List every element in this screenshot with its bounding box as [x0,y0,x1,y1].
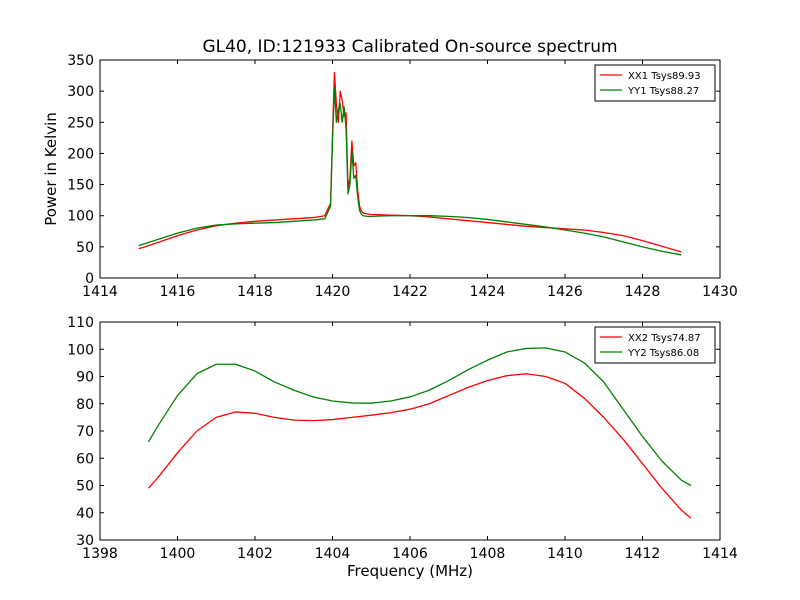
x-tick-label: 1414 [702,546,738,562]
y-tick-label: 350 [67,53,94,69]
y-tick-label: 200 [67,146,94,162]
legend-box [594,326,716,364]
y-tick-label: 50 [76,479,94,495]
chart-title: GL40, ID:121933 Calibrated On-source spe… [202,37,617,57]
x-tick-label: 1402 [237,546,273,562]
x-tick-label: 1410 [547,546,583,562]
x-tick-label: 1416 [160,284,196,300]
y-tick-label: 0 [85,271,94,287]
series-lines [147,347,692,519]
y-tick-label: 100 [67,209,94,225]
y-tick-label: 60 [76,451,94,467]
x-tick-label: 1422 [392,284,428,300]
x-tick-label: 1400 [160,546,196,562]
x-tick-label: 1406 [392,546,428,562]
y-tick-label: 40 [76,506,94,522]
legend-label-1: XX2 Tsys74.87 [628,333,701,344]
series-line-1 [147,373,692,519]
y-tick-label: 30 [76,533,94,549]
x-tick-label: 1404 [315,546,351,562]
legend: XX1 Tsys89.93 YY1 Tsys88.27 [594,64,716,102]
x-tick-label: 1412 [625,546,661,562]
series-line-2 [147,347,692,487]
legend-label-2: YY1 Tsys88.27 [627,86,699,97]
legend-label-1: XX1 Tsys89.93 [628,71,701,82]
x-tick-label: 1430 [702,284,738,300]
x-tick-label: 1398 [82,546,118,562]
series-line-1 [138,71,682,253]
y-tick-label: 300 [67,84,94,100]
y-tick-label: 80 [76,397,94,413]
legend-label-2: YY2 Tsys86.08 [627,348,699,359]
y-tick-label: 100 [67,342,94,358]
series-line-2 [138,87,682,256]
series-lines [138,71,682,256]
y-axis-label: Power in Kelvin [42,112,60,226]
x-tick-label: 1426 [547,284,583,300]
x-tick-label: 1414 [82,284,118,300]
legend-box [594,64,716,102]
legend: XX2 Tsys74.87 YY2 Tsys86.08 [594,326,716,364]
x-tick-label: 1424 [470,284,506,300]
y-tick-label: 150 [67,178,94,194]
x-axis-label: Frequency (MHz) [347,562,473,580]
x-tick-label: 1420 [315,284,351,300]
y-tick-label: 50 [76,240,94,256]
y-tick-label: 110 [67,315,94,331]
x-tick-label: 1428 [625,284,661,300]
y-tick-label: 250 [67,115,94,131]
y-tick-label: 70 [76,424,94,440]
lower-plot-panel: 1398 1400 1402 1404 1406 1408 1410 1412 1414 30 40… [67,315,738,580]
y-tick-label: 90 [76,370,94,386]
x-tick-label: 1418 [237,284,273,300]
x-tick-label: 1408 [470,546,506,562]
upper-plot-panel: 1414 1416 1418 1420 1422 1424 1426 1428 1430 0 50 1… [42,53,738,300]
